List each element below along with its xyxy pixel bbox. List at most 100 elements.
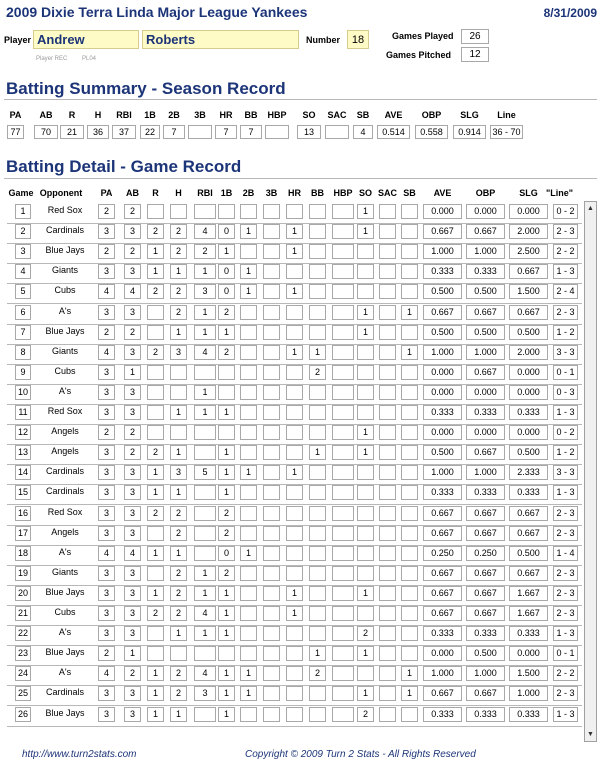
game-row[interactable]: 26 Blue Jays 3 3 1 1 1 2 0.333 0.333 0.333 1 - 3	[7, 704, 582, 727]
game-cell: 1	[309, 344, 326, 360]
summary-value: 22	[140, 125, 160, 139]
game-cell: 1	[286, 284, 303, 300]
game-cell: 1	[240, 666, 257, 682]
game-cell	[309, 485, 326, 501]
game-row[interactable]: 11 Red Sox 3 3 1 1 1 0.333 0.333 0.333 1 - 3	[7, 402, 582, 425]
game-cell: 0.000	[466, 204, 505, 219]
game-cell: 1.000	[466, 465, 505, 481]
game-cell: 1	[286, 606, 303, 621]
game-cell: 2	[124, 244, 141, 260]
detail-col-header: SB	[403, 188, 416, 198]
summary-value: 13	[297, 125, 321, 139]
scroll-down-arrow-icon[interactable]: ▼	[587, 731, 594, 738]
game-cell	[240, 626, 257, 642]
game-row[interactable]: 15 Cardinals 3 3 1 1 1 0.333 0.333 0.333 1 - 3	[7, 482, 582, 506]
game-cell: 1	[170, 626, 187, 642]
game-row[interactable]: 21 Cubs 3 3 2 2 4 1 1 0.667 0.667 1.667 2 - 3	[7, 603, 582, 626]
game-opponent: Angels	[51, 426, 79, 437]
game-cell: 1	[124, 646, 141, 662]
summary-value	[265, 125, 289, 139]
game-row[interactable]: 8 Giants 4 3 2 3 4 2 1 1 1 1.000 1.000 2.000 3 - 3	[7, 342, 582, 365]
game-cell	[357, 606, 374, 621]
game-row[interactable]: 10 A's 3 3 1 0.000 0.000 0.000 0 - 3	[7, 382, 582, 405]
game-row[interactable]: 3 Blue Jays 2 2 1 2 2 1 1 1.000 1.000 2.500 2 - 2	[7, 241, 582, 265]
game-row[interactable]: 14 Cardinals 3 3 1 3 5 1 1 1 1.000 1.000 2.333 3 - 3	[7, 462, 582, 486]
game-row[interactable]: 5 Cubs 4 4 2 2 3 0 1 1 0.500 0.500 1.500 2 - 4	[7, 281, 582, 305]
scroll-up-arrow-icon[interactable]: ▲	[587, 205, 594, 212]
game-cell: 3	[124, 606, 141, 621]
player-last-name-field[interactable]: Roberts	[142, 30, 299, 49]
game-cell	[194, 706, 216, 722]
game-cell: 1 - 3	[553, 264, 578, 280]
batting-detail-title: Batting Detail - Game Record	[6, 157, 242, 176]
game-cell: 1	[218, 626, 235, 642]
game-cell: 0.333	[466, 264, 505, 280]
game-row[interactable]: 19 Giants 3 3 2 1 2 0.667 0.667 0.667 2 - 3	[7, 563, 582, 586]
summary-value: 0.914	[453, 125, 486, 139]
game-cell: 12	[15, 425, 31, 441]
game-cell: 2	[170, 666, 187, 682]
game-cell	[218, 646, 235, 662]
game-list-scrollbar[interactable]: ▲ ▼	[584, 201, 597, 742]
game-cell	[379, 264, 396, 280]
game-cell: 0 - 1	[553, 364, 578, 380]
game-cell	[379, 646, 396, 662]
game-cell: 2 - 2	[553, 244, 578, 260]
game-cell	[240, 565, 257, 581]
footer-website-link[interactable]: http://www.turn2stats.com	[22, 749, 137, 760]
game-cell	[147, 525, 164, 541]
game-cell: 1	[218, 606, 235, 621]
game-row[interactable]: 17 Angels 3 3 2 2 0.667 0.667 0.667 2 - 3	[7, 523, 582, 546]
game-row[interactable]: 18 A's 4 4 1 1 0 1 0.250 0.250 0.500 1 - 4	[7, 543, 582, 566]
game-row[interactable]: 13 Angels 3 2 2 1 1 1 1 0.500 0.667 0.500 1 - 2	[7, 442, 582, 466]
game-cell	[309, 465, 326, 481]
game-row[interactable]: 23 Blue Jays 2 1 1 1 0.000 0.500 0.000 0 - 1	[7, 643, 582, 667]
game-cell: 0.500	[423, 284, 462, 300]
game-row[interactable]: 20 Blue Jays 3 3 1 2 1 1 1 1 0.667 0.667 1.667 2 - 3	[7, 583, 582, 606]
game-cell: 1	[147, 686, 164, 702]
player-label: Player	[4, 35, 32, 45]
game-cell: 0 - 3	[553, 384, 578, 400]
game-cell: 2	[194, 244, 216, 260]
game-row[interactable]: 6 A's 3 3 2 1 2 1 1 0.667 0.667 0.667 2 - 3	[7, 302, 582, 325]
game-cell	[379, 324, 396, 340]
game-cell: 19	[15, 565, 31, 581]
game-row[interactable]: 16 Red Sox 3 3 2 2 2 0.667 0.667 0.667 2 - 3	[7, 503, 582, 526]
game-cell	[332, 666, 354, 682]
game-cell: 3	[98, 485, 115, 501]
game-cell: 0.667	[466, 565, 505, 581]
game-row[interactable]: 2 Cardinals 3 3 2 2 4 0 1 1 1 0.667 0.667 2.000 2 - 3	[7, 221, 582, 245]
game-row[interactable]: 9 Cubs 3 1 2 0.000 0.667 0.000 0 - 1	[7, 362, 582, 385]
game-opponent: Blue Jays	[45, 245, 85, 256]
game-opponent: Cardinals	[45, 225, 85, 236]
game-cell: 1.000	[423, 666, 462, 682]
game-row[interactable]: 7 Blue Jays 2 2 1 1 1 1 0.500 0.500 0.500 1 - 2	[7, 322, 582, 345]
game-cell	[379, 304, 396, 320]
game-row[interactable]: 4 Giants 3 3 1 1 1 0 1 0.333 0.333 0.667 1 - 3	[7, 261, 582, 285]
game-row[interactable]: 25 Cardinals 3 3 1 2 3 1 1 1 1 0.667 0.667 1.000 2 - 3	[7, 683, 582, 707]
game-cell: 3	[98, 445, 115, 461]
game-cell	[218, 364, 235, 380]
game-cell: 2	[170, 284, 187, 300]
game-row[interactable]: 12 Angels 2 2 1 0.000 0.000 0.000 0 - 2	[7, 422, 582, 446]
game-cell: 1	[401, 686, 418, 702]
game-cell	[357, 465, 374, 481]
game-cell: 0.667	[423, 304, 462, 320]
game-cell	[286, 545, 303, 561]
detail-title-divider	[4, 178, 597, 179]
game-cell: 0	[218, 545, 235, 561]
game-cell: 0.250	[423, 545, 462, 561]
player-first-name-field[interactable]: Andrew	[33, 30, 139, 49]
game-cell	[357, 344, 374, 360]
game-row[interactable]: 1 Red Sox 2 2 1 0.000 0.000 0.000 0 - 2	[7, 201, 582, 224]
game-row[interactable]: 24 A's 4 2 1 2 4 1 1 2 1 1.000 1.000 1.500 2 - 2	[7, 663, 582, 687]
game-row[interactable]: 22 A's 3 3 1 1 1 2 0.333 0.333 0.333 1 - 3	[7, 623, 582, 647]
detail-col-header: AVE	[433, 188, 452, 198]
game-cell: 3	[124, 264, 141, 280]
player-number-field[interactable]: 18	[347, 30, 369, 49]
game-cell: 1	[218, 324, 235, 340]
game-cell: 1	[218, 465, 235, 481]
game-record-list[interactable]: 1 Red Sox 2 2 1 0.000 0.000 0.000 0 - 2 2 Cardinal…	[7, 201, 582, 742]
game-cell: 0.667	[466, 304, 505, 320]
game-cell: 3	[98, 224, 115, 240]
